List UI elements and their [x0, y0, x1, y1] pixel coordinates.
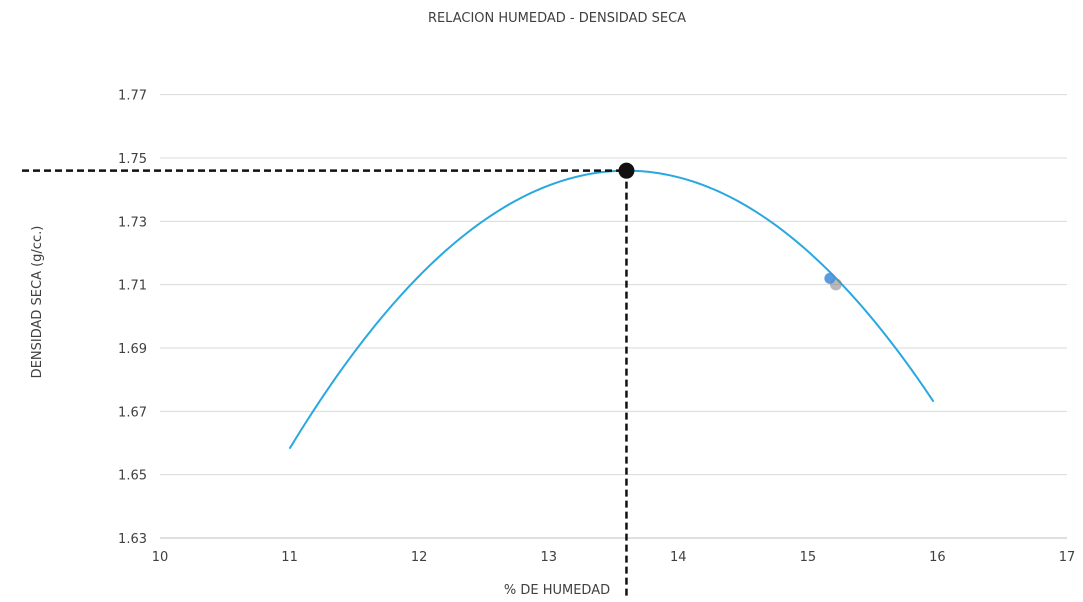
x-axis-title: % DE HUMEDAD: [504, 583, 610, 598]
y-tick-label: 1.73: [118, 215, 147, 230]
chart-title: RELACION HUMEDAD - DENSIDAD SECA: [428, 11, 686, 26]
fitted-curve-line: [288, 169, 935, 450]
y-tick-label: 1.75: [118, 152, 147, 167]
x-tick-label: 10: [152, 550, 169, 565]
optimum-marker: [618, 162, 635, 179]
data-point: [824, 272, 836, 284]
x-tick-label: 12: [411, 550, 428, 565]
y-tick-label: 1.69: [118, 342, 147, 357]
grid-layer: [160, 94, 1067, 539]
y-tick-label: 1.77: [118, 89, 147, 104]
x-tick-label: 15: [800, 550, 817, 565]
x-tick-label: 17: [1059, 550, 1076, 565]
y-tick-label: 1.63: [118, 532, 147, 547]
y-axis-title: DENSIDAD SECA (g/cc.): [30, 226, 45, 379]
tick-layer: 1.63 1.65 1.67 1.69 1.71 1.73 1.75 1.77 10 11 12 13…: [118, 89, 1075, 565]
y-tick-label: 1.67: [118, 405, 147, 420]
x-tick-label: 13: [540, 550, 557, 565]
series-layer: [22, 162, 935, 598]
y-tick-label: 1.71: [118, 279, 147, 294]
x-tick-label: 14: [670, 550, 687, 565]
x-tick-label: 16: [929, 550, 946, 565]
x-tick-label: 11: [281, 550, 298, 565]
y-tick-label: 1.65: [118, 469, 147, 484]
